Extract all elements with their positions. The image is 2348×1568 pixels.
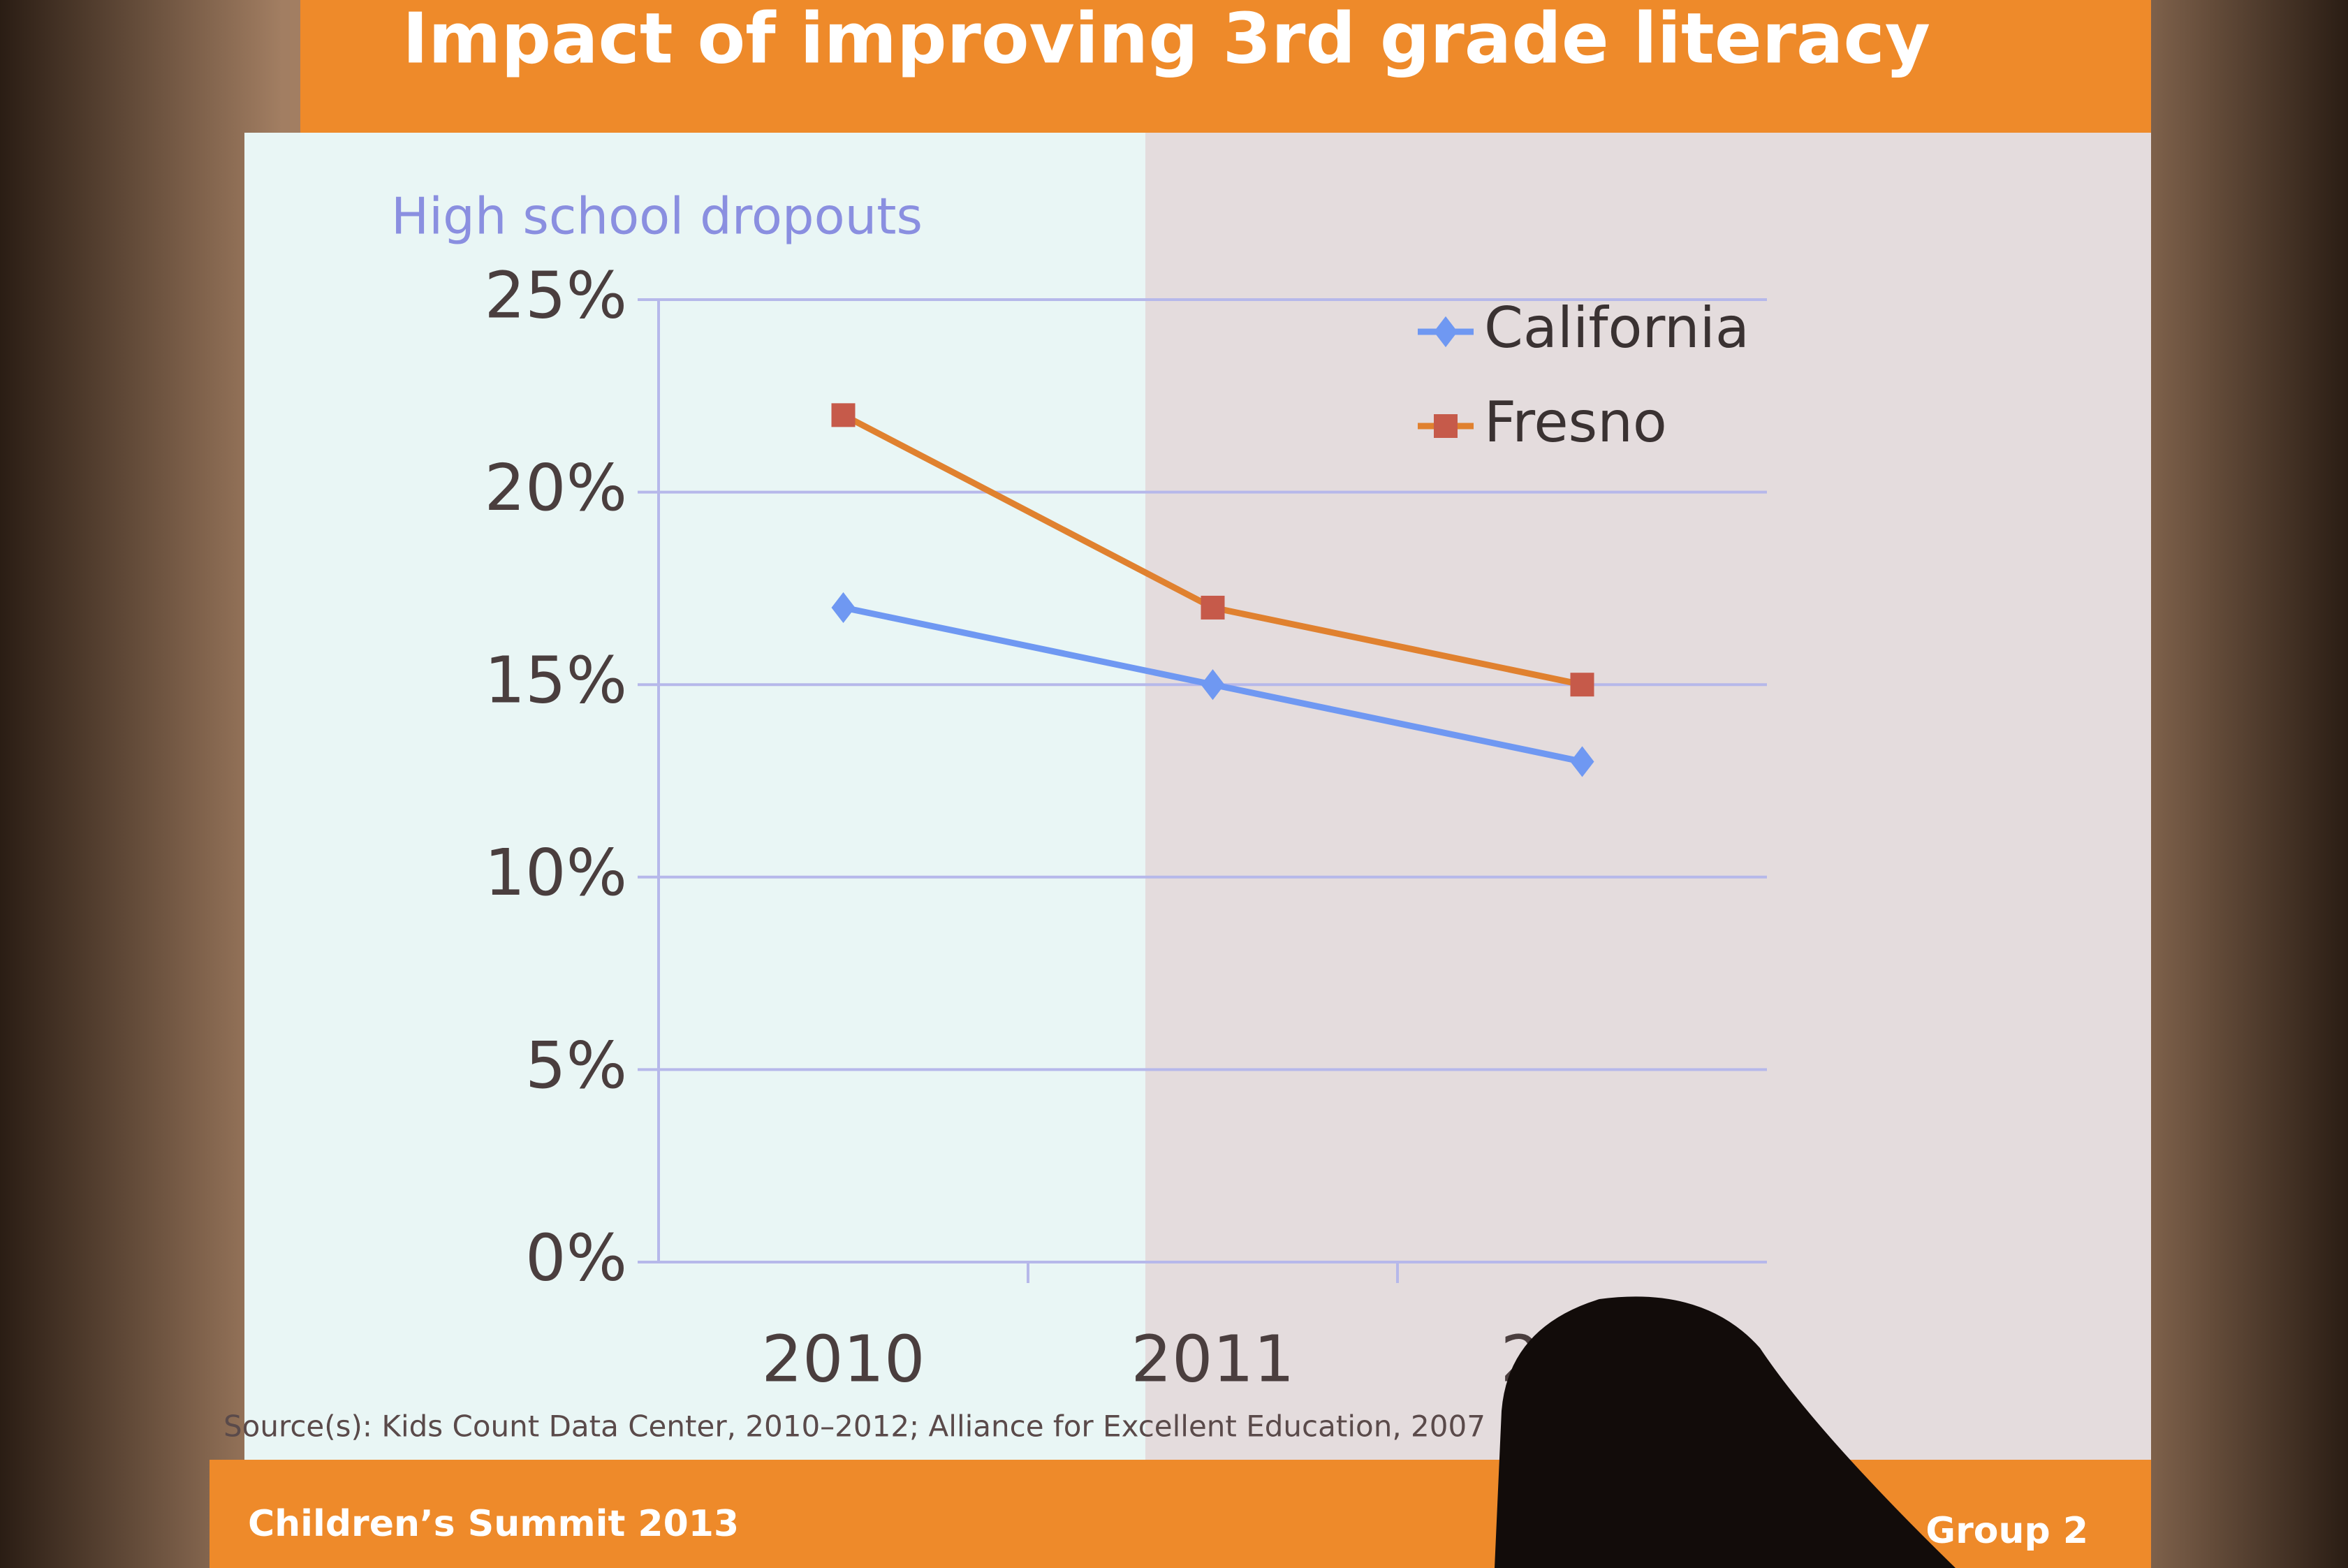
y-tick-label: 5% — [525, 1028, 627, 1103]
slide-left — [244, 133, 1145, 1460]
y-tick-label: 0% — [525, 1220, 627, 1295]
plot-area: 0%5%10%15%20%25%201020112012CaliforniaFr… — [485, 258, 1767, 1396]
data-point — [1201, 669, 1225, 701]
x-tick-label: 2011 — [1131, 1321, 1294, 1396]
legend-marker — [1434, 316, 1458, 348]
header-band — [300, 0, 2151, 133]
legend-marker — [1434, 414, 1458, 438]
audience-silhouette — [1495, 1296, 1956, 1568]
slide-right — [1145, 133, 2151, 1460]
y-tick-label: 20% — [485, 450, 627, 525]
data-point — [831, 403, 856, 427]
x-tick-label: 2010 — [761, 1321, 925, 1396]
data-point — [1570, 746, 1594, 777]
y-tick-label: 15% — [485, 643, 627, 718]
source-note: Source(s): Kids Count Data Center, 2010–… — [223, 1409, 1485, 1444]
y-tick-label: 10% — [485, 835, 627, 910]
footer-left: Children’s Summit 2013 — [248, 1503, 739, 1545]
y-tick-label: 25% — [485, 258, 627, 332]
y-axis-title: High school dropouts — [391, 187, 923, 246]
data-point — [1570, 673, 1594, 697]
data-point — [1201, 595, 1225, 620]
legend-label: Fresno — [1484, 390, 1667, 455]
legend-label: California — [1484, 295, 1749, 360]
chart-title: Impact of improving 3rd grade literacy — [402, 0, 1930, 79]
data-point — [831, 592, 856, 624]
footer-right: Group 2 — [1925, 1510, 2088, 1552]
